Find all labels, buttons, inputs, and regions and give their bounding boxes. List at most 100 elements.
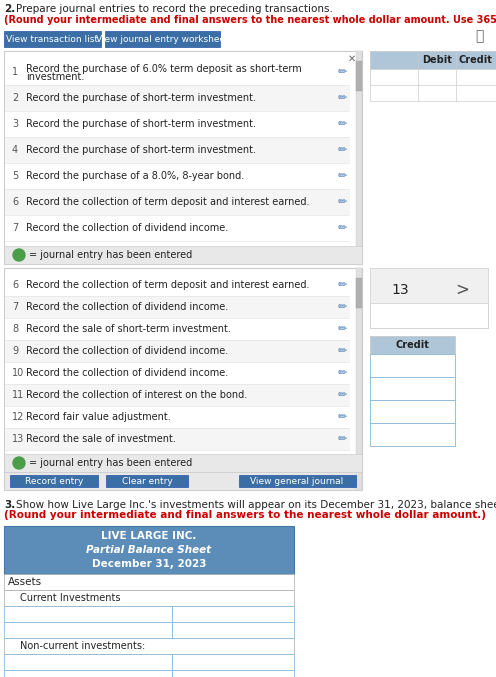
- Bar: [370, 377, 455, 400]
- Text: 6: 6: [12, 280, 18, 290]
- Bar: [370, 423, 455, 446]
- Bar: [370, 336, 455, 354]
- Bar: [5, 274, 350, 296]
- Bar: [172, 670, 294, 677]
- Text: December 31, 2023: December 31, 2023: [92, 559, 206, 569]
- Bar: [4, 574, 294, 590]
- Bar: [106, 475, 188, 487]
- Text: ✕: ✕: [348, 54, 356, 64]
- Bar: [172, 654, 294, 670]
- Text: = journal entry has been entered: = journal entry has been entered: [29, 458, 192, 468]
- Text: Record the collection of interest on the bond.: Record the collection of interest on the…: [26, 390, 247, 400]
- Text: investment.: investment.: [26, 72, 84, 82]
- Bar: [5, 362, 350, 384]
- Text: 2.: 2.: [4, 4, 15, 14]
- Bar: [5, 406, 350, 428]
- Bar: [356, 278, 362, 308]
- Text: ✏: ✏: [337, 67, 347, 77]
- Bar: [4, 590, 294, 606]
- Text: >: >: [455, 281, 469, 299]
- Text: Record the collection of term deposit and interest earned.: Record the collection of term deposit an…: [26, 197, 310, 207]
- Text: ✏: ✏: [337, 346, 347, 356]
- Text: Record the sale of investment.: Record the sale of investment.: [26, 434, 176, 444]
- Text: = journal entry has been entered: = journal entry has been entered: [29, 250, 192, 260]
- Bar: [5, 163, 350, 189]
- Text: Record the collection of dividend income.: Record the collection of dividend income…: [26, 223, 228, 233]
- Bar: [4, 622, 172, 638]
- Text: Assets: Assets: [8, 577, 42, 587]
- Text: View journal entry worksheet: View journal entry worksheet: [96, 35, 228, 43]
- Text: Record the sale of short-term investment.: Record the sale of short-term investment…: [26, 324, 231, 334]
- Bar: [172, 622, 294, 638]
- Text: 10: 10: [12, 368, 24, 378]
- Text: ✏: ✏: [337, 223, 347, 233]
- Text: 4: 4: [12, 145, 18, 155]
- Text: ✏: ✏: [337, 280, 347, 290]
- Bar: [105, 31, 220, 47]
- Bar: [5, 85, 350, 111]
- Text: Record the purchase of 6.0% term deposit as short-term: Record the purchase of 6.0% term deposit…: [26, 64, 302, 74]
- Bar: [5, 384, 350, 406]
- Text: 8: 8: [12, 324, 18, 334]
- Text: Record the purchase of short-term investment.: Record the purchase of short-term invest…: [26, 93, 256, 103]
- Text: Show how Live Large Inc.'s investments will appear on its December 31, 2023, bal: Show how Live Large Inc.'s investments w…: [16, 500, 496, 510]
- Text: Clear entry: Clear entry: [122, 477, 173, 485]
- Text: Record entry: Record entry: [25, 477, 83, 485]
- Bar: [239, 475, 356, 487]
- Text: Partial Balance Sheet: Partial Balance Sheet: [86, 545, 212, 555]
- Bar: [10, 475, 98, 487]
- Text: Current Investments: Current Investments: [20, 593, 121, 603]
- Text: 2: 2: [12, 93, 18, 103]
- Bar: [370, 51, 496, 101]
- Text: 3: 3: [12, 119, 18, 129]
- Text: Debit: Debit: [422, 55, 452, 65]
- Text: ⓧ: ⓧ: [475, 29, 483, 43]
- Bar: [5, 318, 350, 340]
- Text: ✏: ✏: [337, 302, 347, 312]
- Bar: [356, 61, 362, 91]
- Text: LIVE LARGE INC.: LIVE LARGE INC.: [101, 531, 197, 541]
- Bar: [4, 654, 172, 670]
- Bar: [5, 340, 350, 362]
- Bar: [370, 400, 455, 423]
- Text: 3.: 3.: [4, 500, 15, 510]
- Text: 7: 7: [12, 223, 18, 233]
- Text: Record the collection of dividend income.: Record the collection of dividend income…: [26, 346, 228, 356]
- Bar: [4, 31, 101, 47]
- Text: ✏: ✏: [337, 145, 347, 155]
- Circle shape: [13, 457, 25, 469]
- Bar: [4, 246, 362, 264]
- Text: Record the purchase of short-term investment.: Record the purchase of short-term invest…: [26, 119, 256, 129]
- Bar: [4, 268, 362, 490]
- Bar: [370, 303, 488, 328]
- Text: 12: 12: [12, 412, 24, 422]
- Bar: [4, 51, 362, 264]
- Bar: [5, 428, 350, 450]
- Bar: [370, 336, 455, 446]
- Text: Prepare journal entries to record the preceding transactions.: Prepare journal entries to record the pr…: [16, 4, 336, 14]
- Bar: [370, 354, 455, 377]
- Bar: [4, 472, 362, 490]
- Text: (Round your intermediate and final answers to the nearest whole dollar amount. U: (Round your intermediate and final answe…: [4, 15, 496, 25]
- Bar: [370, 51, 496, 69]
- Bar: [370, 69, 496, 85]
- Text: 7: 7: [12, 302, 18, 312]
- Text: 9: 9: [12, 346, 18, 356]
- Bar: [5, 111, 350, 137]
- Text: ✏: ✏: [337, 197, 347, 207]
- Text: ✏: ✏: [337, 368, 347, 378]
- Bar: [5, 59, 350, 85]
- Text: 1: 1: [12, 67, 18, 77]
- Bar: [4, 454, 362, 472]
- Text: ✏: ✏: [337, 412, 347, 422]
- Text: Credit: Credit: [459, 55, 493, 65]
- Text: ✏: ✏: [337, 119, 347, 129]
- Text: Non-current investments:: Non-current investments:: [20, 641, 145, 651]
- Text: 11: 11: [12, 390, 24, 400]
- Text: (Round your intermediate and final answers to the nearest whole dollar amount.): (Round your intermediate and final answe…: [4, 510, 486, 520]
- Text: View transaction list: View transaction list: [6, 35, 98, 43]
- Text: 13: 13: [391, 283, 409, 297]
- Text: Record the collection of term deposit and interest earned.: Record the collection of term deposit an…: [26, 280, 310, 290]
- Text: Record the purchase of short-term investment.: Record the purchase of short-term invest…: [26, 145, 256, 155]
- Text: ✏: ✏: [337, 171, 347, 181]
